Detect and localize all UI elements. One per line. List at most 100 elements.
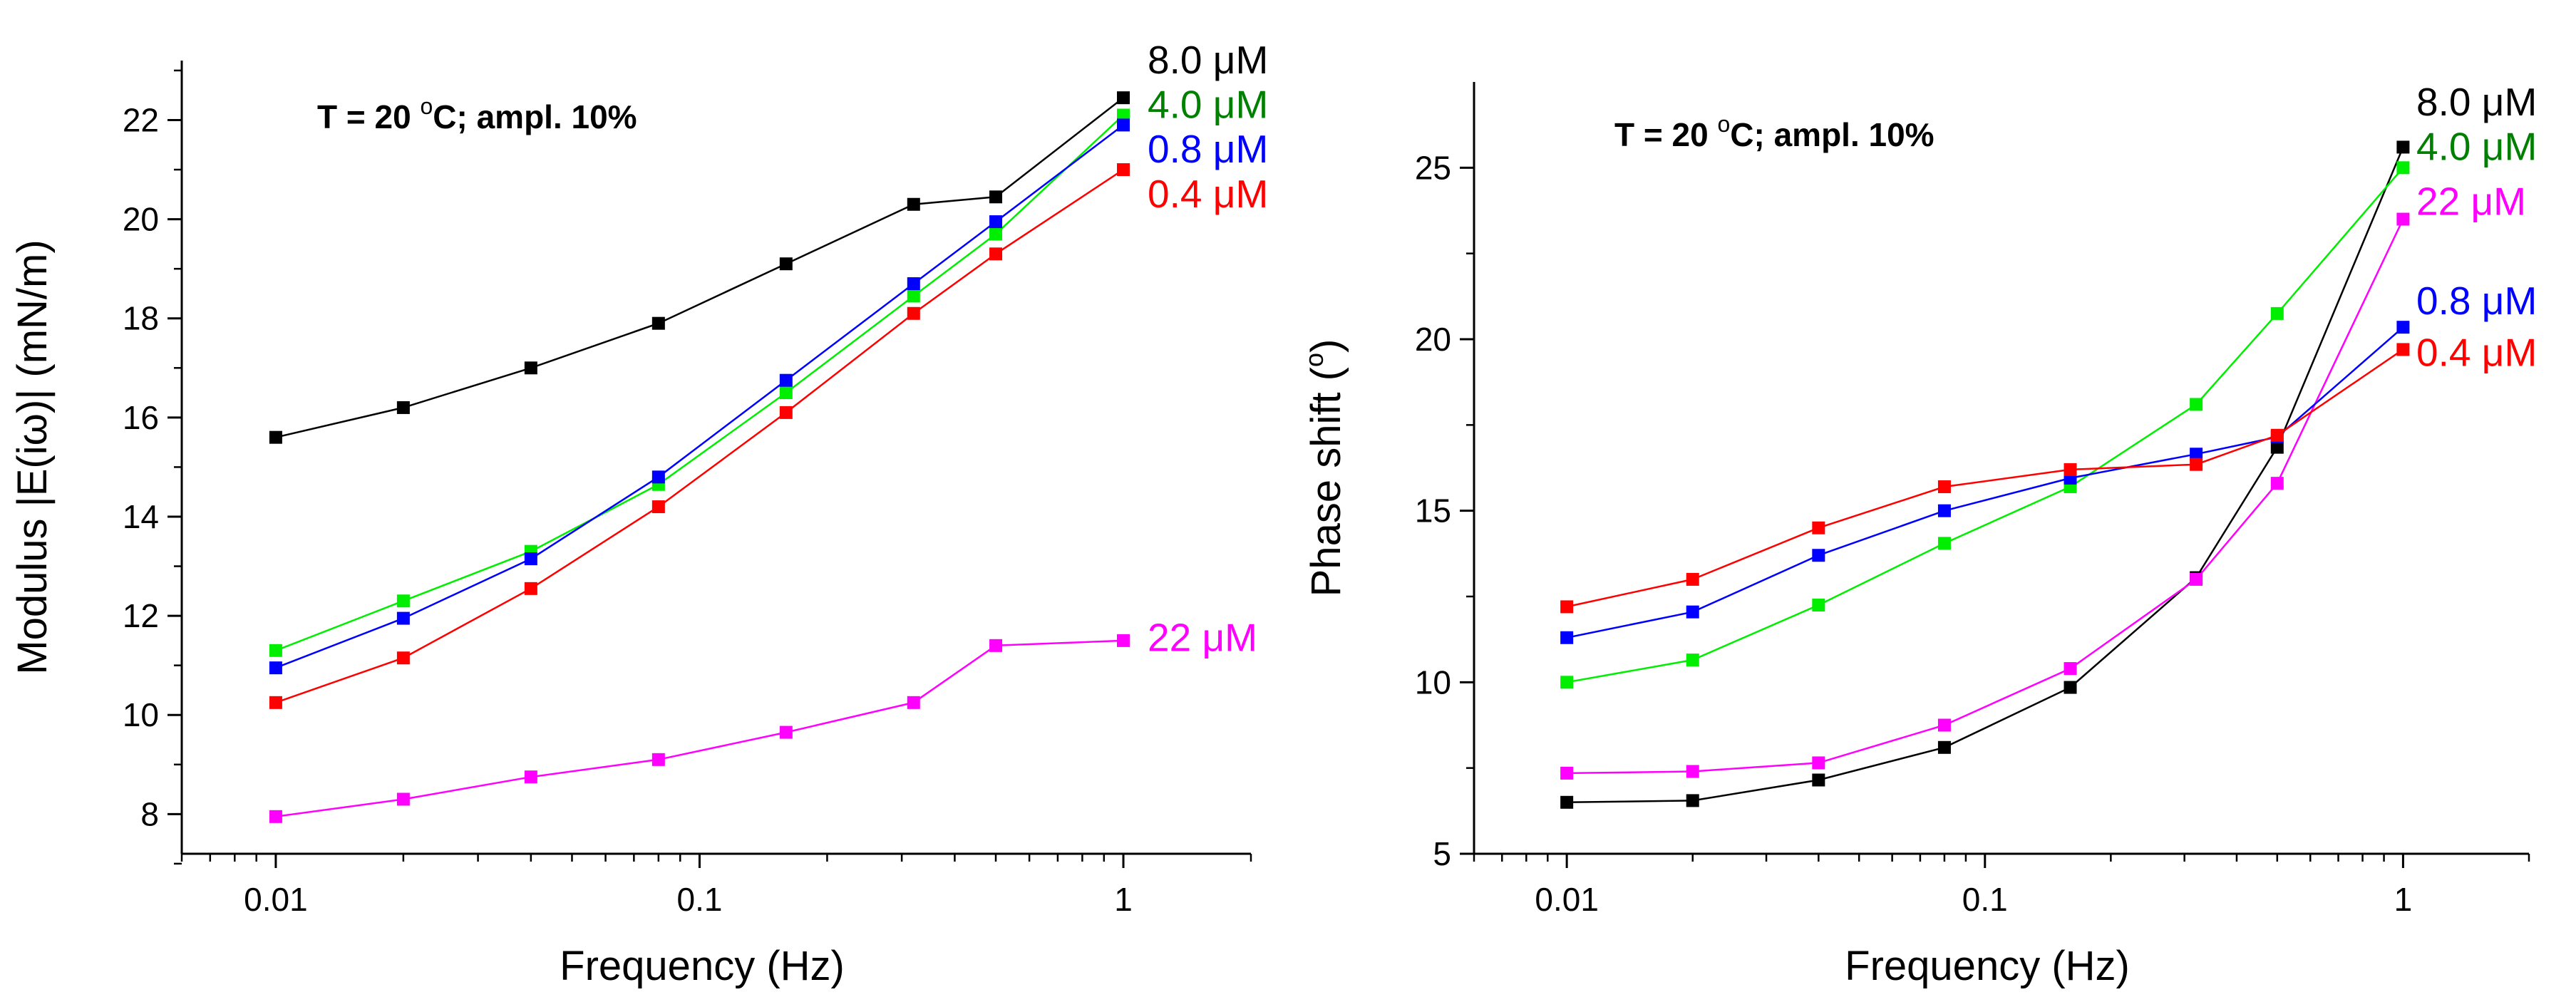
x-tick-label: 1: [1114, 881, 1133, 918]
condition-annotation: T = 20 oC; ampl. 10%: [317, 93, 637, 135]
data-point: [989, 247, 1003, 261]
data-point: [2190, 398, 2203, 411]
series-8-0M-uM: [269, 91, 1130, 444]
legend-number: 22: [2416, 179, 2471, 223]
series-line: [275, 114, 1124, 651]
data-point: [1812, 521, 1825, 534]
legend-label: 0.8 μM: [1148, 127, 1268, 171]
data-point: [2064, 662, 2077, 676]
y-axis-title: Phase shift (o): [1299, 339, 1349, 597]
data-point: [2396, 212, 2410, 226]
x-tick-label: 0.1: [1962, 881, 2008, 918]
series-line: [275, 124, 1124, 669]
data-point: [2270, 428, 2284, 442]
legend-label: 4.0 μM: [2416, 124, 2537, 168]
series-line: [1567, 147, 2404, 804]
series-22M-uM: [269, 634, 1130, 823]
data-point: [779, 373, 793, 387]
data-point: [1560, 795, 1574, 809]
data-point: [2396, 321, 2410, 334]
data-point: [1686, 654, 1699, 667]
data-point: [907, 306, 920, 320]
data-point: [1560, 631, 1574, 644]
legend-number: 0.8: [2416, 279, 2482, 323]
x-tick-label: 0.01: [244, 881, 308, 918]
legend-number: 8.0: [2416, 80, 2482, 124]
series-line: [1566, 348, 2404, 608]
annotation-rest: C; ampl. 10%: [1730, 116, 1934, 153]
data-point: [989, 190, 1003, 204]
annotation-degree: o: [1717, 111, 1730, 137]
x-tick-label: 0.1: [676, 881, 722, 918]
y-tick-label: 16: [123, 399, 159, 436]
data-point: [269, 696, 282, 709]
y-tick-label: 12: [123, 597, 159, 634]
data-point: [1937, 537, 1951, 550]
series-line: [275, 168, 1124, 703]
data-point: [2396, 140, 2410, 154]
data-point: [779, 725, 793, 739]
legend-number: 22: [1148, 615, 1202, 659]
data-point: [1686, 605, 1699, 619]
data-point: [269, 810, 282, 823]
legend-unit: μM: [2482, 124, 2538, 168]
y-tick-label: 25: [1415, 149, 1451, 186]
data-point: [907, 696, 920, 709]
y-tick-label: 20: [123, 201, 159, 238]
y-tick-label: 15: [1415, 492, 1451, 530]
data-point: [1686, 794, 1699, 807]
y-tick-label: 22: [123, 101, 159, 138]
data-point: [907, 277, 920, 291]
data-point: [1117, 118, 1130, 132]
y-tick-label: 18: [123, 300, 159, 337]
data-point: [2396, 343, 2410, 356]
data-point: [1937, 718, 1951, 732]
legend-unit: μM: [2471, 179, 2526, 223]
legend-unit: μM: [2482, 279, 2538, 323]
y-tick-label: 10: [123, 696, 159, 733]
data-point: [396, 611, 410, 625]
y-tick-label: 20: [1415, 321, 1451, 358]
series-line: [275, 97, 1124, 438]
data-point: [2190, 448, 2203, 461]
data-point: [1560, 676, 1574, 689]
data-point: [2270, 440, 2284, 454]
data-point: [1937, 480, 1951, 493]
data-point: [779, 406, 793, 419]
y-axis-title-end: ): [1303, 339, 1349, 353]
data-point: [524, 582, 537, 595]
series-0-4M-uM: [1560, 343, 2410, 614]
condition-annotation: T = 20 oC; ampl. 10%: [1614, 111, 1934, 153]
series-0-4M-uM: [269, 163, 1130, 709]
annotation-rest: C; ampl. 10%: [433, 98, 637, 135]
data-point: [269, 644, 282, 657]
data-point: [2064, 463, 2077, 476]
legend-number: 4.0: [2416, 124, 2482, 168]
data-point: [396, 651, 410, 665]
legend-number: 0.4: [1148, 172, 1213, 216]
annotation-degree: o: [420, 93, 433, 119]
legend-unit: μM: [1213, 83, 1269, 127]
data-point: [2396, 161, 2410, 175]
data-point: [1686, 765, 1699, 778]
x-axis-title: Frequency (Hz): [1845, 943, 2130, 989]
y-axis-title-degree: o: [1299, 353, 1329, 367]
legend-unit: μM: [2482, 330, 2538, 374]
data-point: [1937, 504, 1951, 517]
annotation-main: T = 20: [317, 98, 420, 135]
data-point: [269, 661, 282, 675]
legend-label: 22 μM: [2416, 179, 2526, 223]
data-point: [524, 552, 537, 566]
series-line: [1566, 167, 2404, 683]
legend-label: 8.0 μM: [1148, 38, 1268, 82]
data-point: [1117, 634, 1130, 647]
data-point: [989, 215, 1003, 229]
legend-number: 4.0: [1148, 83, 1213, 127]
data-point: [1937, 740, 1951, 754]
x-tick-label: 0.01: [1535, 881, 1599, 918]
data-point: [1117, 108, 1130, 122]
legend-unit: μM: [2482, 80, 2538, 124]
